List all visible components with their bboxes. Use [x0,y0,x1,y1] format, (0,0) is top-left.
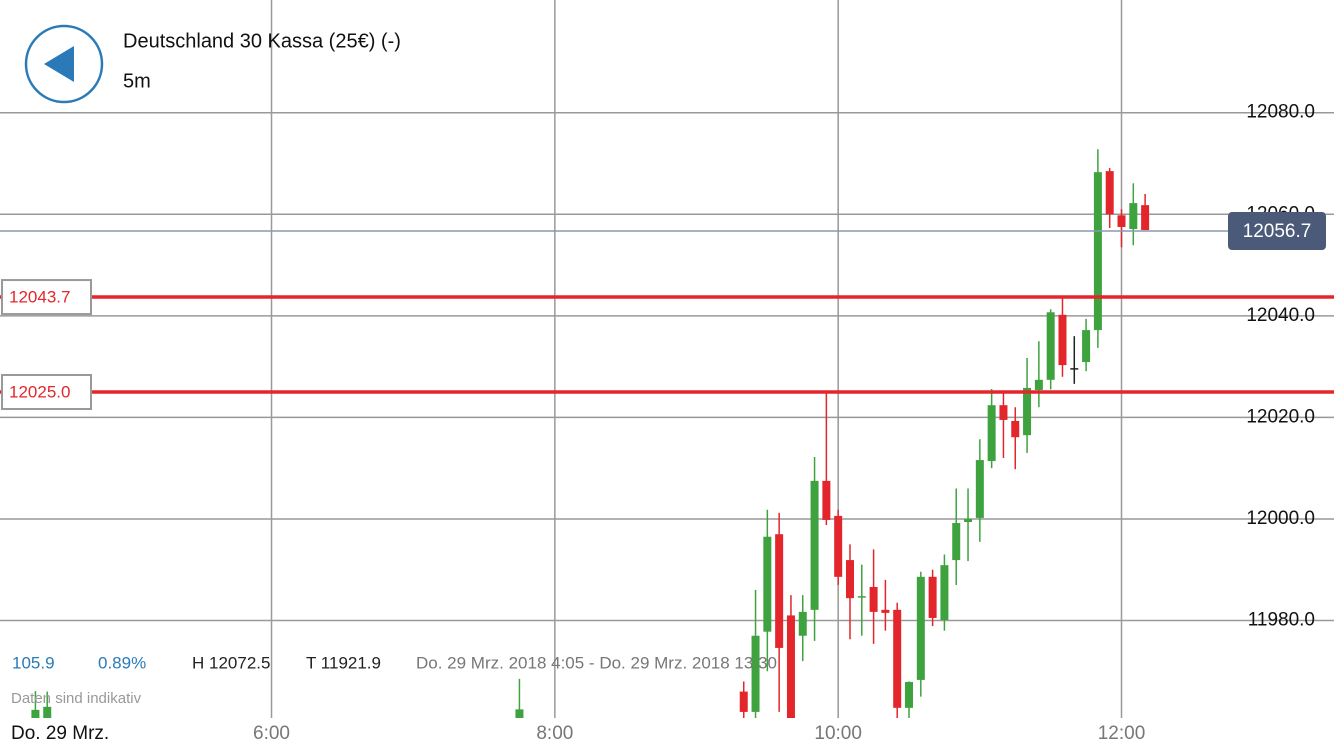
y-tick-label: 12040.0 [1246,305,1315,326]
y-tick-label: 11980.0 [1248,610,1315,631]
candle-body [1129,203,1138,230]
candle-body [810,480,819,610]
candle-body [822,480,831,520]
candle-body [834,515,843,577]
level-label: 12043.7 [9,288,70,307]
candle-body [869,586,878,612]
candle-body [1105,171,1114,215]
note: Daten sind indikativ [11,690,142,707]
candle-body [881,609,890,613]
candle-body [739,691,748,712]
change-percent: 0.89% [98,653,146,672]
candle-body [1141,205,1150,231]
candle-body [975,460,984,518]
level-label: 12025.0 [9,382,70,401]
y-tick-label: 12080.0 [1246,102,1315,123]
candle-body [916,576,925,680]
back-button[interactable] [24,24,104,104]
grid [0,0,1334,718]
current-price-label: 12056.7 [1243,221,1312,242]
candle-body [893,609,902,708]
candle-body [845,560,854,599]
level-label-box [1,374,92,411]
candle-body [43,706,52,718]
x-tick-label: 10:00 [814,723,862,744]
candle-body [798,611,807,636]
title: Deutschland 30 Kassa (25€) (-) [123,30,401,52]
date-label-bg [0,718,160,750]
candle-body [857,596,866,598]
back-arrow[interactable] [44,46,74,82]
candle-body [786,615,795,718]
interval: 5m [123,70,151,92]
change: 105.9 [12,653,55,672]
range: Do. 29 Mrz. 2018 4:05 - Do. 29 Mrz. 2018… [416,653,777,672]
date-label: Do. 29 Mrz. [11,723,109,744]
candle-body [1117,215,1126,227]
candle-body [1082,330,1091,363]
candles [31,149,1150,718]
y-tick-label: 12000.0 [1246,508,1315,529]
candle-body [31,709,40,718]
candle-body [751,635,760,712]
candle-body [999,405,1008,420]
candle-body [1011,420,1020,438]
overlays: 6:00 8:00 10:00 12:00 11980.0 12000.0 12020.0 1… [0,102,1334,744]
current-price-box [1228,212,1326,251]
candle-body [928,576,937,618]
candle-body [775,534,784,648]
level-label-box [1,279,92,316]
candle-body [1058,314,1067,366]
candle-body [987,405,996,462]
candle-body [940,565,949,620]
candle-body [763,536,772,632]
y-tick-label: 12020.0 [1246,406,1315,427]
candle-body [515,709,524,718]
candle-body [964,518,973,522]
low: T 11921.9 [306,653,381,672]
candle-body [905,681,914,708]
candle-body [1034,379,1043,390]
candle-body [952,523,961,561]
x-tick-label: 8:00 [536,723,573,744]
x-tick-label: 6:00 [253,723,290,744]
candle-body [1070,368,1079,370]
candle-body [1023,387,1032,436]
candle-body [1046,312,1055,380]
candle-body [1093,172,1102,331]
high: H 12072.5 [192,653,270,672]
x-tick-label: 12:00 [1098,723,1146,744]
